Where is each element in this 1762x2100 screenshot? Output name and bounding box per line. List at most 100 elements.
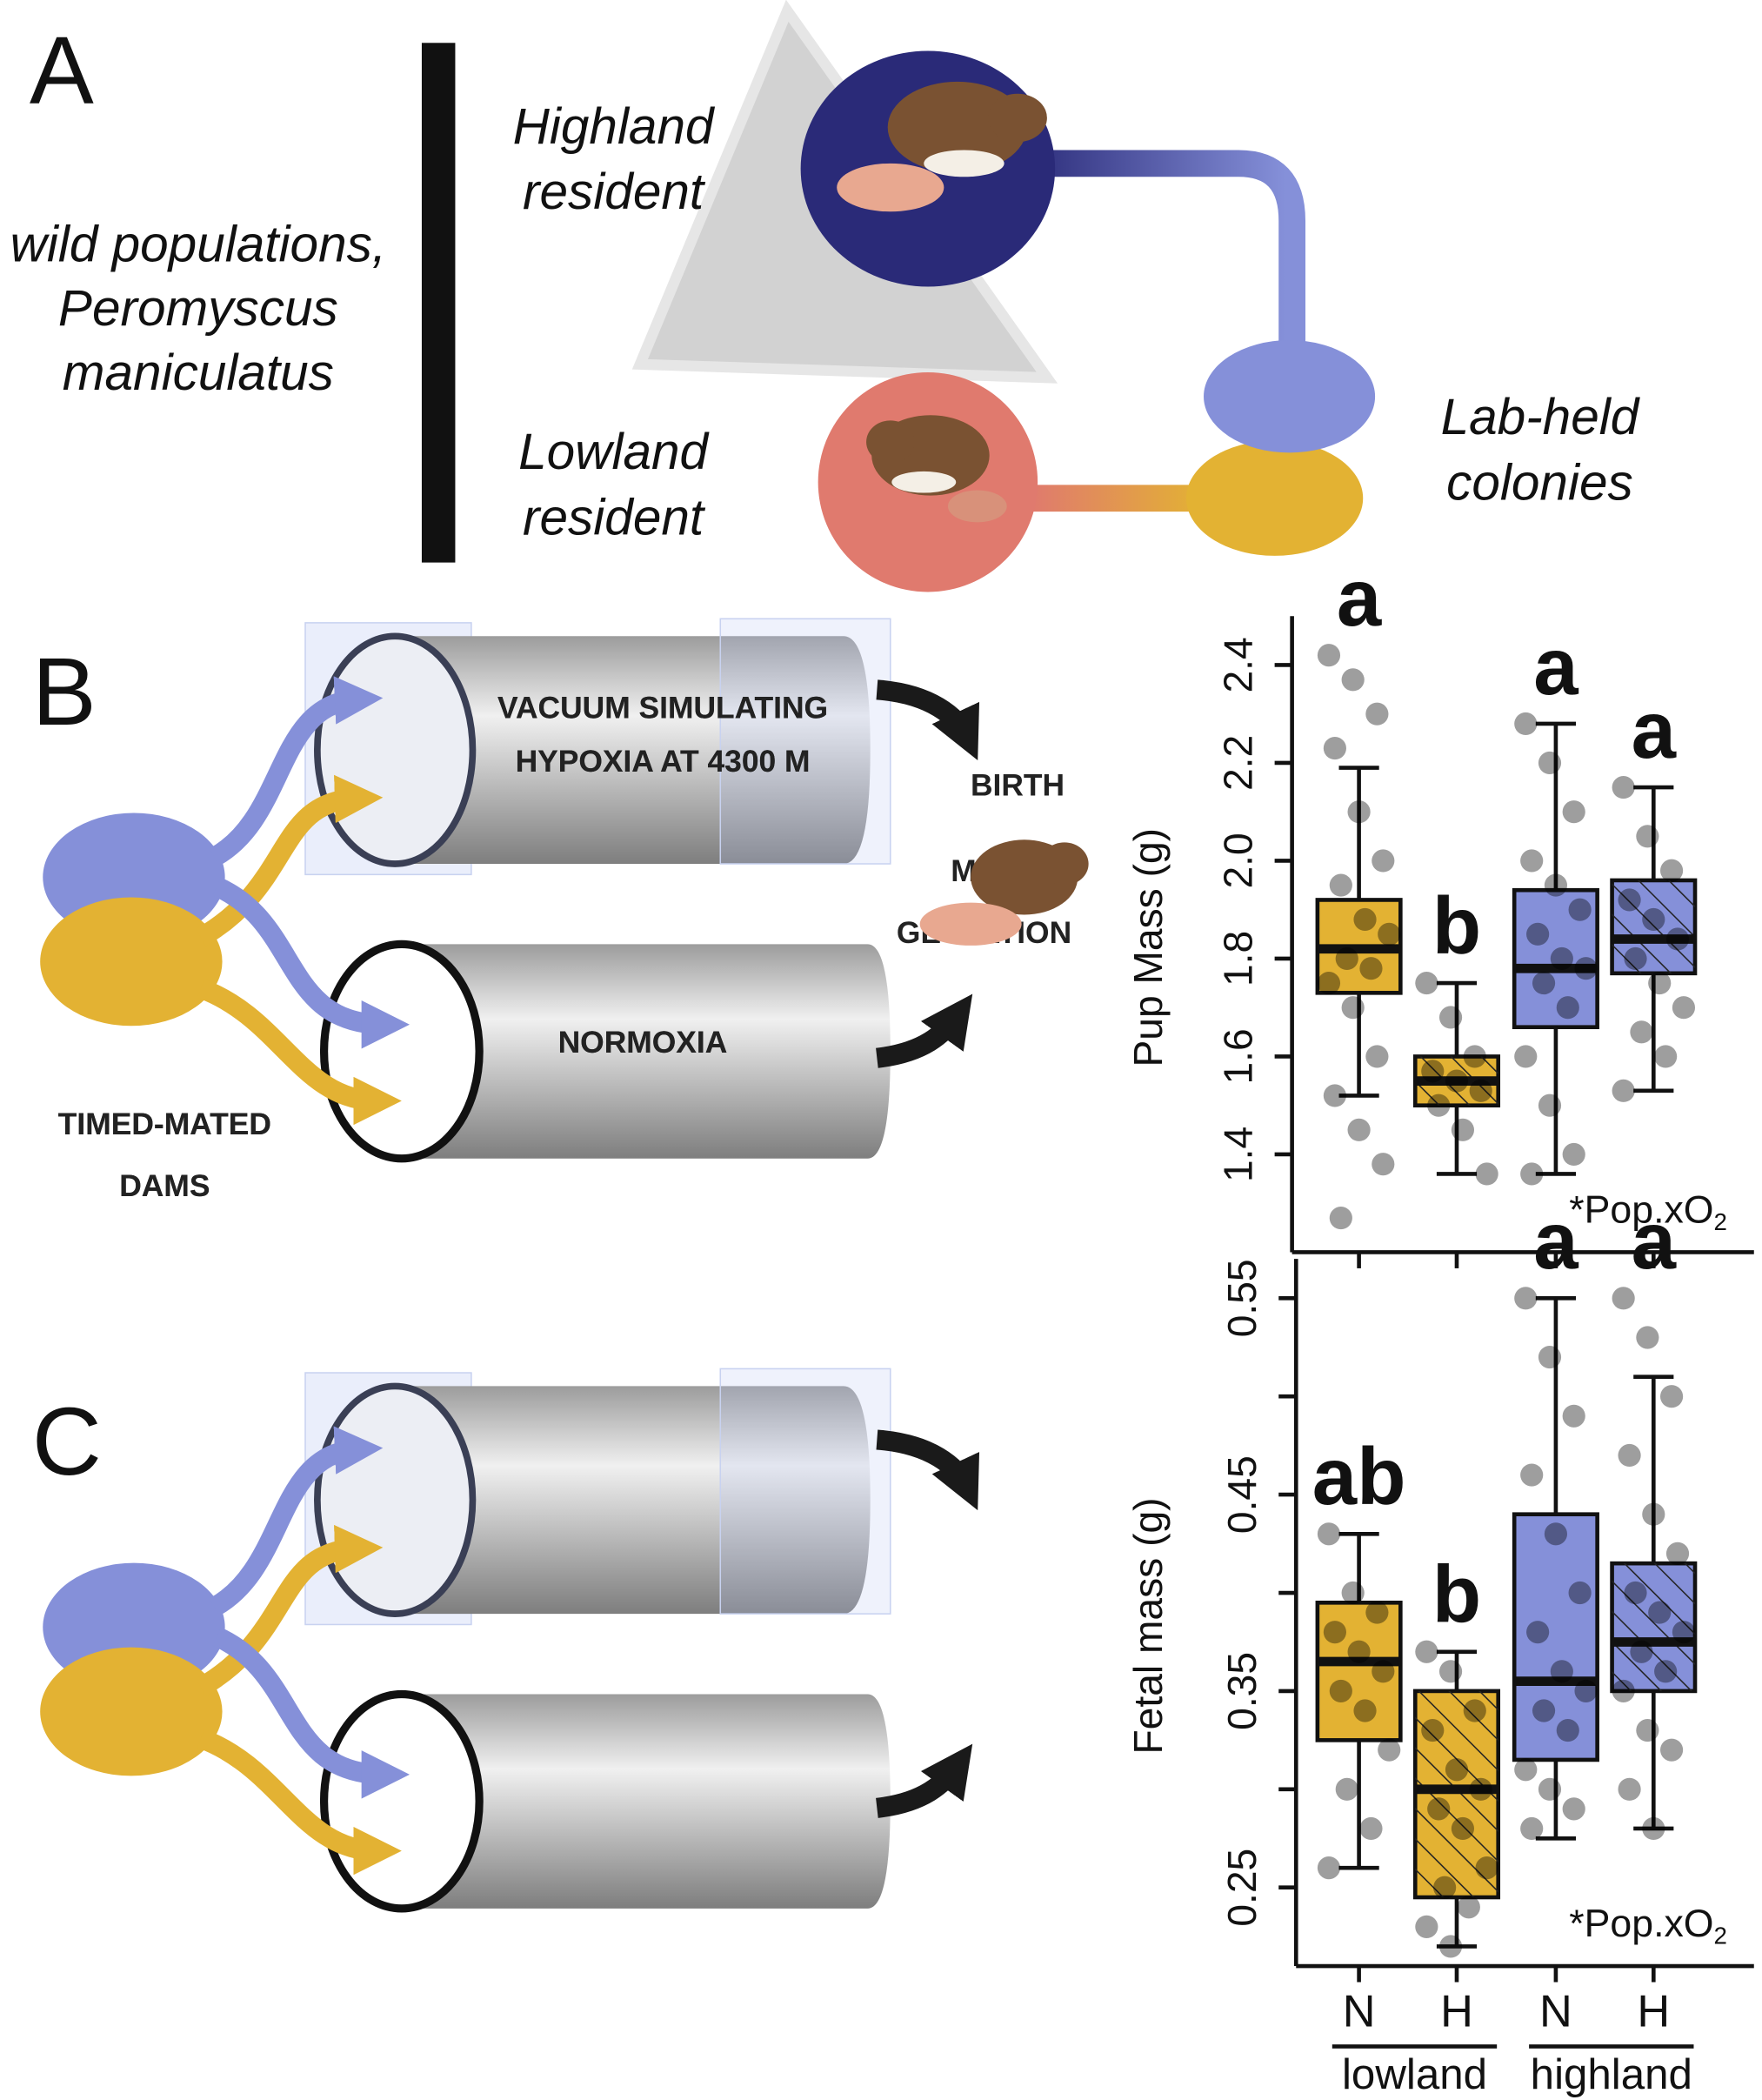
data-point: [1365, 702, 1389, 726]
data-point: [1550, 1660, 1573, 1683]
data-point: [1469, 1079, 1492, 1102]
data-point: [1463, 1045, 1486, 1068]
data-point: [1618, 888, 1641, 912]
data-point: [1520, 1816, 1544, 1841]
data-point: [1438, 1006, 1463, 1029]
data-point: [1463, 1699, 1486, 1722]
data-point: [1451, 1118, 1475, 1141]
chamber-body: [395, 1386, 871, 1615]
data-point: [1550, 946, 1573, 971]
species-label: maniculatus: [63, 344, 334, 401]
data-point: [1475, 1856, 1498, 1880]
mouse-illustration: [837, 81, 1047, 212]
data-point: [1415, 1640, 1438, 1663]
data-point: [1612, 1287, 1635, 1310]
arrow: [212, 1627, 410, 1799]
data-point: [1672, 1621, 1696, 1644]
data-point: [1372, 1153, 1395, 1176]
data-point: [1636, 1326, 1659, 1349]
data-point: [1365, 1601, 1389, 1624]
y-tick-label: 2.4: [1215, 637, 1260, 692]
lowland-label: resident: [523, 489, 706, 545]
data-point: [1538, 1777, 1562, 1801]
significance-letter: b: [1432, 880, 1481, 971]
data-point: [1654, 1660, 1678, 1683]
data-point: [1618, 1777, 1641, 1801]
data-point: [1341, 996, 1365, 1020]
data-point: [1526, 1621, 1550, 1644]
data-point: [1365, 1045, 1389, 1068]
y-tick-label: 1.4: [1215, 1127, 1260, 1182]
data-point: [1372, 849, 1395, 873]
data-point: [1630, 1020, 1653, 1044]
data-point: [1329, 1207, 1352, 1230]
data-point: [1612, 1079, 1635, 1102]
lab-lowland: [1186, 440, 1364, 556]
box-hatch: [1612, 1563, 1696, 1691]
data-point: [1556, 1718, 1579, 1742]
y-tick-label: 0.45: [1219, 1455, 1265, 1534]
data-point: [1317, 971, 1341, 995]
chamber-opening: [319, 1689, 484, 1913]
data-point: [1445, 1758, 1469, 1782]
lab-highland: [1204, 340, 1376, 453]
y-axis-label: Pup Mass (g): [1125, 828, 1171, 1067]
data-point: [1347, 800, 1371, 824]
data-point: [1445, 1069, 1469, 1093]
arrow: [196, 1524, 384, 1696]
annotation-subscript: 2: [1714, 1923, 1727, 1950]
highland-label: resident: [523, 164, 706, 220]
significance-letter: a: [1337, 552, 1382, 643]
data-point: [1659, 859, 1684, 882]
data-point: [1514, 1045, 1538, 1068]
data-point: [1341, 668, 1365, 692]
significance-letter: b: [1432, 1549, 1481, 1640]
arrow: [876, 1429, 980, 1511]
dam-lowland: [40, 897, 223, 1027]
data-point: [1514, 1287, 1538, 1310]
significance-letter: a: [1533, 621, 1578, 712]
data-point: [1329, 1679, 1352, 1702]
data-point: [1562, 800, 1585, 824]
data-point: [1574, 1679, 1598, 1702]
y-tick-label: 0.25: [1219, 1849, 1265, 1927]
y-tick-label: 1.8: [1215, 931, 1260, 986]
dams-label: DAMS: [119, 1168, 210, 1203]
y-tick-label: 2.2: [1215, 735, 1260, 791]
y-tick-label: 0.35: [1219, 1652, 1265, 1730]
annotation: *Pop.xO2: [1569, 1903, 1727, 1950]
data-point: [1624, 1581, 1647, 1605]
data-point: [1372, 1660, 1395, 1683]
data-point: [1359, 957, 1383, 980]
x-tick-label: H: [1440, 1986, 1473, 2036]
mouse-head: [1040, 842, 1089, 886]
arrow: [197, 1729, 402, 1876]
arrow: [196, 774, 384, 946]
data-point: [1562, 1797, 1585, 1821]
data-point: [1636, 1718, 1659, 1742]
chamber-body: [401, 944, 891, 1159]
data-point: [1353, 1699, 1377, 1722]
species-label: Peromyscus: [58, 280, 338, 337]
data-point: [1323, 1084, 1346, 1107]
data-point: [1421, 1060, 1445, 1083]
y-tick-label: 1.6: [1215, 1028, 1260, 1084]
data-point: [1317, 1522, 1341, 1546]
protocol-diagram: C: [32, 1368, 980, 1913]
data-point: [1415, 1915, 1438, 1938]
data-point: [1642, 907, 1665, 932]
protocol-diagram: B: [32, 618, 980, 1163]
data-point: [1538, 1093, 1562, 1117]
data-point: [1562, 1142, 1585, 1167]
data-point: [1433, 1876, 1457, 1899]
data-point: [1624, 946, 1647, 971]
data-point: [1532, 1699, 1556, 1722]
annotation-text: *Pop.xO: [1569, 1188, 1713, 1231]
data-point: [1427, 1797, 1451, 1821]
arrow: [212, 877, 410, 1049]
data-point: [1520, 1463, 1544, 1487]
dams-label: DAMS: [119, 1168, 210, 1203]
chamber-label: HYPOXIA AT 4300 M: [516, 744, 811, 779]
data-point: [1532, 971, 1556, 995]
